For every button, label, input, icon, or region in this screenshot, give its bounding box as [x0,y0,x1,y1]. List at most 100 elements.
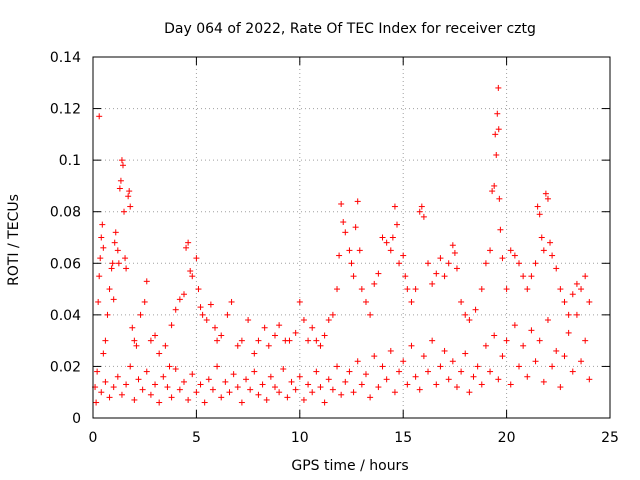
data-point [402,273,409,280]
data-point [152,332,159,339]
data-point [516,363,523,370]
data-point [296,373,303,380]
data-point [408,342,415,349]
data-point [507,247,514,254]
data-point [199,311,206,318]
data-point [532,358,539,365]
grid [93,57,610,418]
data-point [358,381,365,388]
data-point [125,193,132,200]
data-point [416,386,423,393]
data-point [416,208,423,215]
data-point [189,273,196,280]
data-point [389,234,396,241]
data-point [387,247,394,254]
data-point [524,286,531,293]
data-point [313,368,320,375]
data-point [126,188,133,195]
data-point [160,373,167,380]
data-point [187,268,194,275]
data-point [346,368,353,375]
data-point [95,298,102,305]
data-point [412,373,419,380]
data-point [261,324,268,331]
data-point [218,394,225,401]
data-point [391,389,398,396]
data-point [544,317,551,324]
data-point [127,363,134,370]
data-point [147,337,154,344]
data-point [214,363,221,370]
data-point [532,260,539,267]
data-point [536,337,543,344]
data-point [565,329,572,336]
x-tick-label: 25 [601,430,619,446]
data-point [441,347,448,354]
data-point [453,265,460,272]
data-point [396,260,403,267]
data-point [172,306,179,313]
data-point [141,298,148,305]
data-point [193,389,200,396]
data-point [462,311,469,318]
data-point [503,337,510,344]
data-point [325,376,332,383]
data-point [207,301,214,308]
data-point [449,358,456,365]
data-point [433,270,440,277]
data-point [379,363,386,370]
data-point [119,162,126,169]
data-point [561,353,568,360]
data-point [292,386,299,393]
data-point [466,317,473,324]
data-point [255,391,262,398]
data-point [408,298,415,305]
data-point [197,381,204,388]
data-point [147,391,154,398]
data-point [313,337,320,344]
x-axis-label: GPS time / hours [291,458,408,474]
data-point [234,342,241,349]
data-point [400,358,407,365]
data-point [321,332,328,339]
data-point [321,399,328,406]
data-point [93,399,100,406]
data-point [375,270,382,277]
data-point [383,376,390,383]
x-tick-label: 15 [394,430,412,446]
data-point [503,286,510,293]
data-point [193,255,200,262]
data-point [449,242,456,249]
data-point [100,244,107,251]
data-point [470,373,477,380]
data-point [578,358,585,365]
data-point [340,219,347,226]
data-point [110,296,117,303]
data-point [108,265,115,272]
data-point [511,322,518,329]
data-point [569,368,576,375]
data-point [489,188,496,195]
data-point [309,324,316,331]
data-point [118,391,125,398]
x-tick-labels: 0 5 10 15 20 25 [89,430,619,446]
data-point [540,378,547,385]
data-point [123,381,130,388]
data-point [189,371,196,378]
data-point [131,337,138,344]
data-point [168,322,175,329]
data-point [429,337,436,344]
x-tick-label: 10 [291,430,309,446]
data-point [458,298,465,305]
data-point [115,260,122,267]
data-point [251,350,258,357]
data-point [492,131,499,138]
data-point [135,376,142,383]
data-point [176,386,183,393]
data-point [495,126,502,133]
data-point [112,229,119,236]
data-point [371,280,378,287]
data-point [222,378,229,385]
data-point [557,384,564,391]
data-point [156,350,163,357]
